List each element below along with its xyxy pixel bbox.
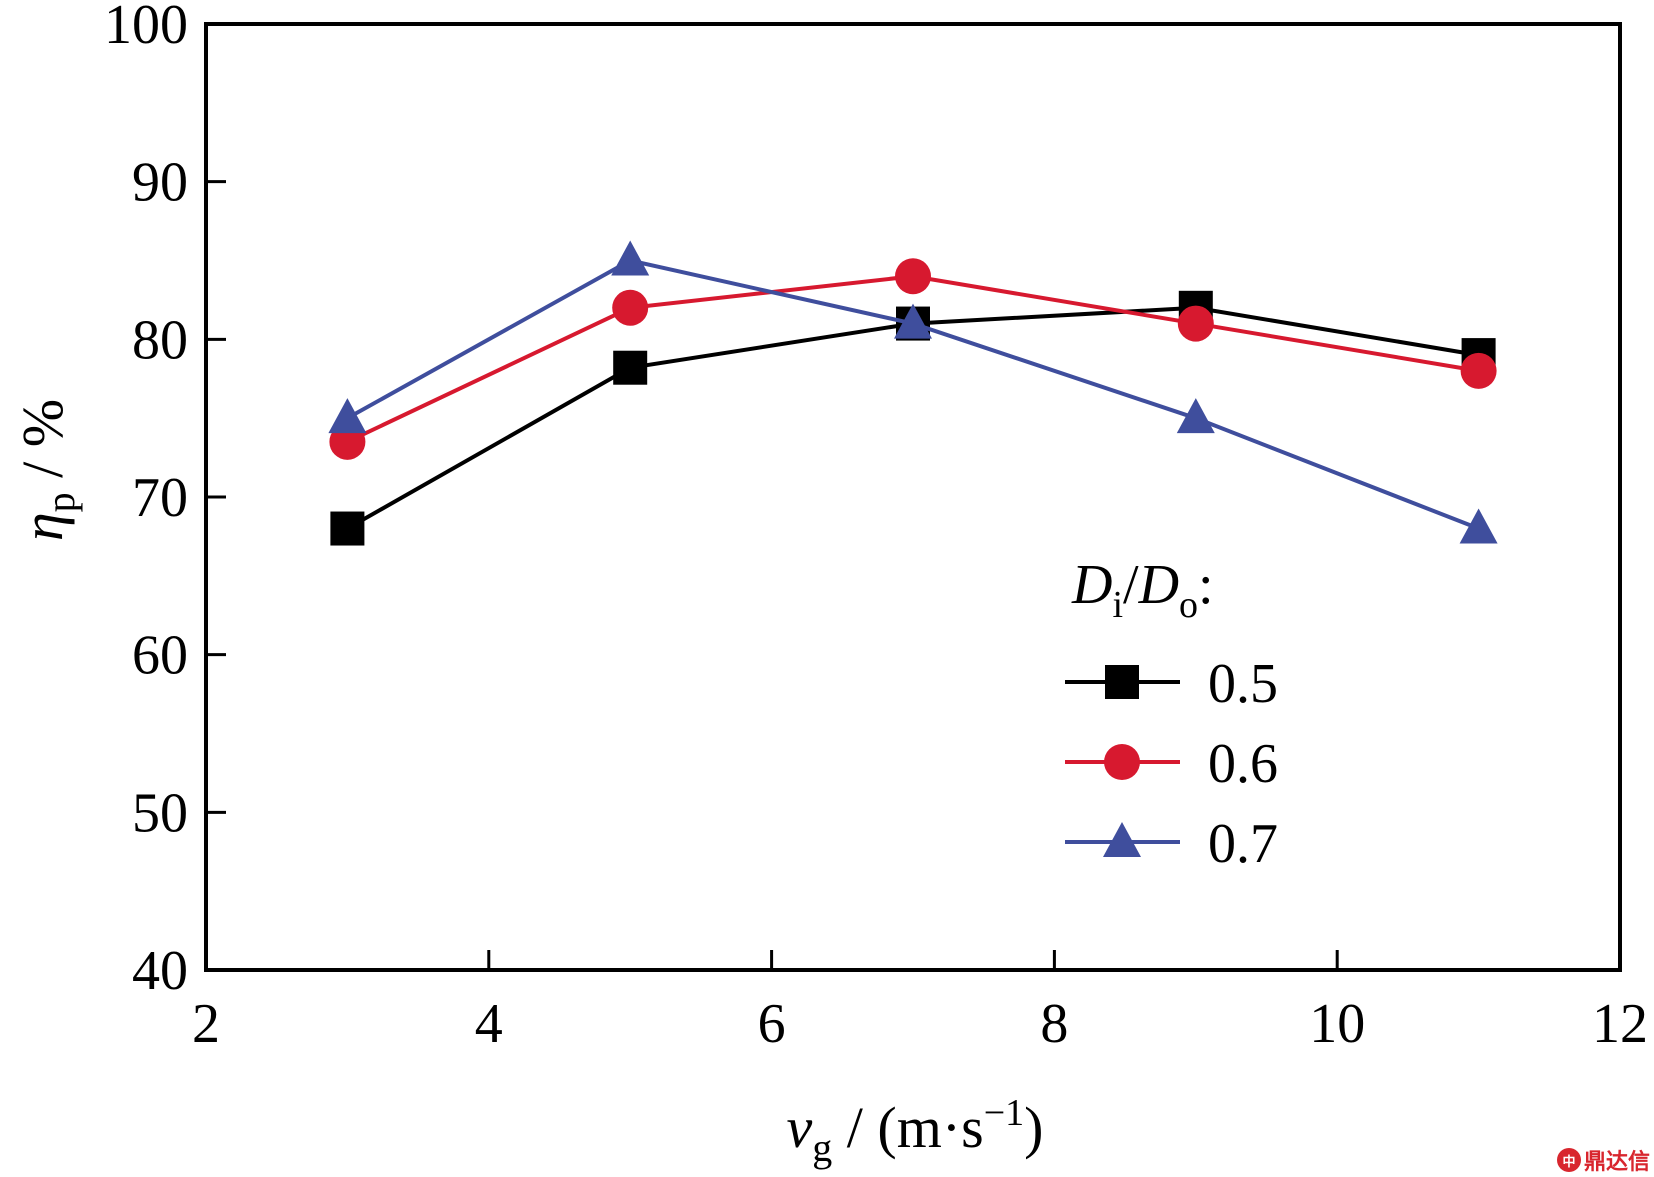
watermark: 中 鼎达信	[1554, 1143, 1654, 1177]
series-line	[346, 274, 1479, 444]
axes: 2 4 6 8 10 12 40 50 60 70 80 90 100	[104, 0, 1648, 1055]
series-layer	[328, 240, 1498, 546]
legend-entry: 0.7	[1065, 813, 1278, 875]
y-tick-label: 100	[104, 0, 188, 56]
data-point	[1177, 305, 1214, 342]
x-tick-label: 8	[1040, 993, 1068, 1055]
data-point	[613, 350, 648, 385]
y-tick-label: 40	[132, 940, 188, 1002]
data-point	[895, 258, 931, 295]
legend-entry: 0.6	[1065, 733, 1278, 795]
legend-marker	[1103, 822, 1141, 857]
y-axis-label: ηp / %	[10, 399, 83, 541]
legend-marker	[1105, 665, 1139, 699]
svg-text:ηp / %: ηp / %	[10, 399, 83, 541]
series-line	[346, 258, 1480, 531]
y-tick-label: 80	[132, 309, 188, 371]
x-tick-label: 2	[192, 993, 220, 1055]
data-point	[328, 398, 367, 434]
legend-label: 0.7	[1208, 813, 1278, 875]
legend-label: 0.5	[1208, 653, 1278, 715]
data-point	[330, 511, 365, 546]
y-tick-label: 60	[132, 625, 188, 687]
data-point	[611, 240, 650, 276]
x-tick-label: 4	[475, 993, 503, 1055]
legend-entry: 0.5	[1065, 653, 1278, 715]
watermark-text: 鼎达信	[1583, 1150, 1650, 1175]
series-2	[328, 240, 1498, 544]
watermark-logo-icon: 中	[1556, 1148, 1581, 1172]
y-tick-label: 70	[132, 467, 188, 529]
y-tick-label: 50	[132, 782, 188, 844]
legend: 0.5 0.6 0.7	[1065, 653, 1278, 875]
data-point	[612, 289, 649, 326]
x-axis-label: vg / (m·s−1)	[787, 1092, 1044, 1170]
series-1	[329, 258, 1497, 460]
plot-frame	[204, 22, 1622, 972]
x-tick-label: 6	[758, 993, 786, 1055]
data-point	[1459, 508, 1498, 544]
legend-label: 0.6	[1208, 733, 1278, 795]
data-point	[1460, 352, 1497, 389]
x-tick-label: 12	[1592, 993, 1648, 1055]
data-point	[894, 303, 932, 339]
data-point	[1176, 398, 1215, 434]
legend-marker	[1104, 744, 1140, 780]
y-tick-label: 90	[132, 152, 188, 214]
legend-title: Di/Do:	[1071, 554, 1214, 626]
x-tick-label: 10	[1309, 993, 1365, 1055]
